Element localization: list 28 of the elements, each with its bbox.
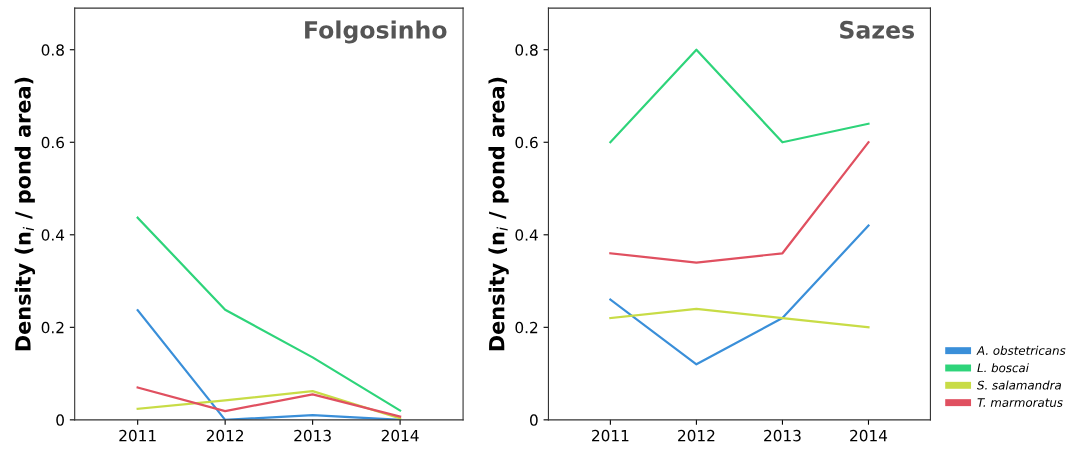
x-tick-label: 2014 xyxy=(850,429,888,442)
y-tick-label: 0.6 xyxy=(41,136,65,149)
chart-title: Sazes xyxy=(840,20,915,39)
x-tick-label: 2011 xyxy=(119,429,156,442)
y-tick-label: 0.6 xyxy=(515,136,538,149)
x-tick-label: 2012 xyxy=(206,429,244,442)
y-tick-label: 0.4 xyxy=(41,229,65,241)
y-tick-label: 0 xyxy=(56,414,64,426)
x-tick-label: 2013 xyxy=(294,429,331,442)
y-tick-label: 0.8 xyxy=(41,44,64,56)
y-tick-label: 0.4 xyxy=(515,229,538,241)
legend-label: T. marmoratus xyxy=(977,398,1063,407)
x-tick-label: 2013 xyxy=(764,429,801,442)
x-tick-label: 2011 xyxy=(592,429,629,442)
line-series xyxy=(136,216,402,412)
y-tick-label: 0.2 xyxy=(515,321,538,334)
text: Folgosinho xyxy=(305,20,447,44)
y-tick-label: 0.8 xyxy=(515,44,538,56)
y-tick-label: 0.2 xyxy=(41,321,64,334)
y-tick-label: 0 xyxy=(530,414,538,426)
legend-label: L. boscai xyxy=(977,363,1029,373)
y-axis-title: Density (n$_{i}$ / pond area) xyxy=(14,77,36,351)
legend-label: S. salamandra xyxy=(977,380,1061,390)
x-tick-label: 2014 xyxy=(381,429,419,442)
line-series xyxy=(609,224,870,366)
y-axis-title: Density (n$_{i}$ / pond area) xyxy=(488,77,509,351)
legend-label: A. obstetricans xyxy=(976,345,1066,355)
x-tick-label: 2012 xyxy=(678,429,715,442)
